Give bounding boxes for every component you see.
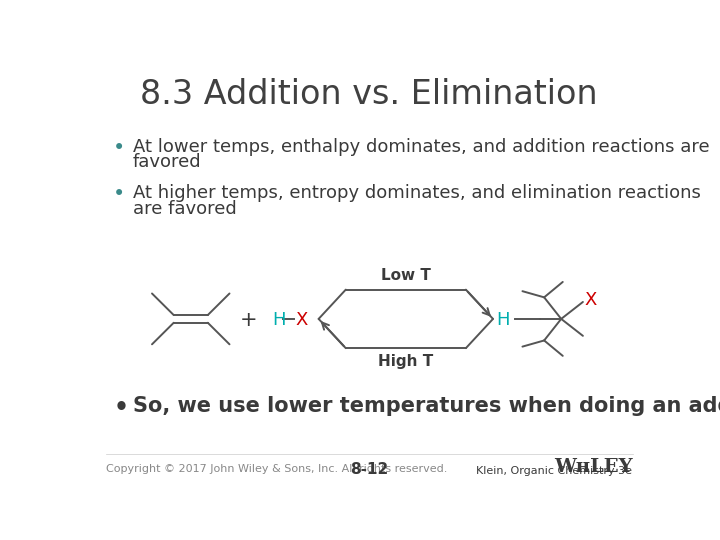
- Text: are favored: are favored: [132, 200, 236, 218]
- Text: 8.3 Addition vs. Elimination: 8.3 Addition vs. Elimination: [140, 78, 598, 111]
- Text: Copyright © 2017 John Wiley & Sons, Inc. All rights reserved.: Copyright © 2017 John Wiley & Sons, Inc.…: [106, 464, 447, 474]
- Text: •: •: [113, 396, 128, 420]
- Text: At higher temps, entropy dominates, and elimination reactions: At higher temps, entropy dominates, and …: [132, 184, 701, 202]
- Text: At lower temps, enthalpy dominates, and addition reactions are: At lower temps, enthalpy dominates, and …: [132, 138, 709, 156]
- Text: X: X: [295, 312, 307, 329]
- Text: H: H: [272, 312, 286, 329]
- Text: Low T: Low T: [381, 268, 431, 284]
- Text: High T: High T: [378, 354, 433, 369]
- Text: favored: favored: [132, 153, 202, 171]
- Text: •: •: [113, 138, 125, 158]
- Text: •: •: [113, 184, 125, 204]
- Text: Klein, Organic Chemistry 3e: Klein, Organic Chemistry 3e: [477, 467, 632, 476]
- Text: +: +: [240, 310, 258, 330]
- Text: WʜLEY: WʜLEY: [554, 457, 632, 476]
- Text: So, we use lower temperatures when doing an addition reaction: So, we use lower temperatures when doing…: [132, 396, 720, 416]
- Text: H: H: [497, 312, 510, 329]
- Text: 8-12: 8-12: [350, 462, 388, 477]
- Text: X: X: [585, 292, 597, 309]
